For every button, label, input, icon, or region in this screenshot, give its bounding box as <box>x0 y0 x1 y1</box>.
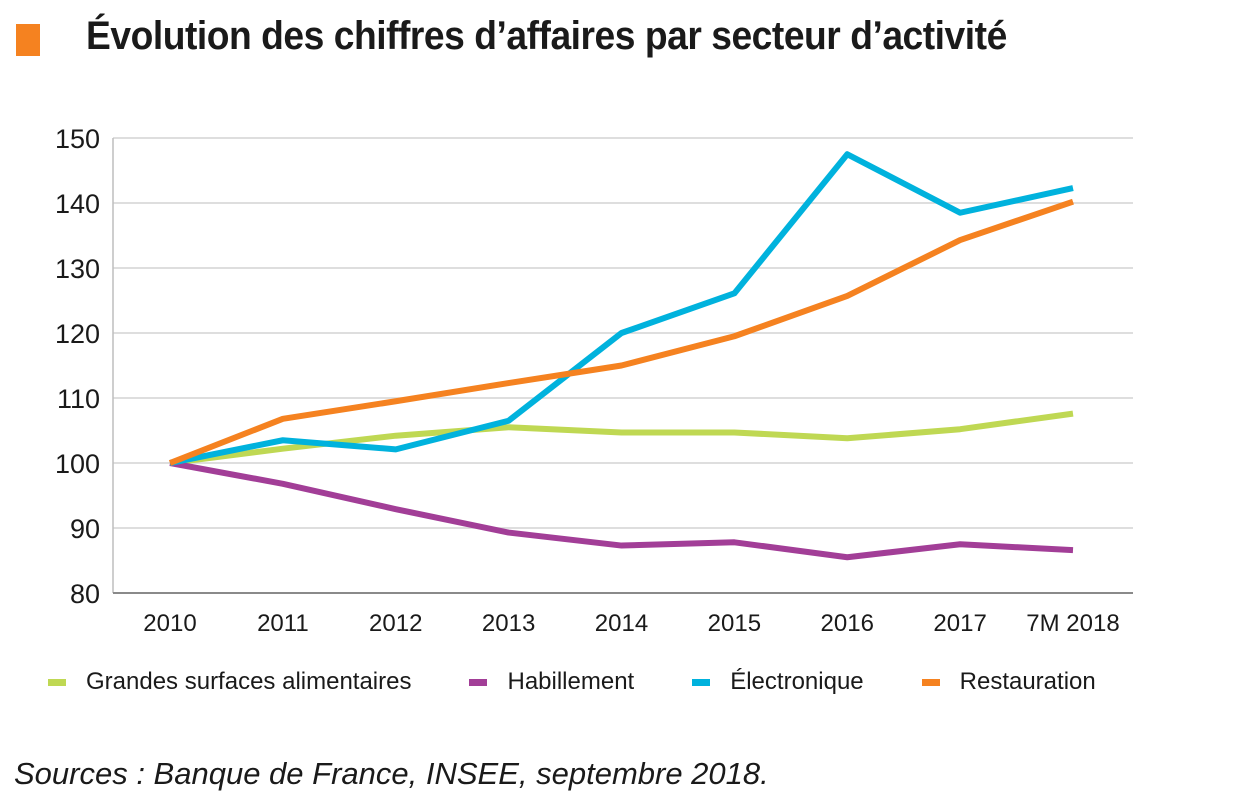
x-tick-label: 2012 <box>369 610 422 637</box>
series-lines <box>168 151 1074 561</box>
y-tick-label: 90 <box>70 514 100 544</box>
series-line-1 <box>169 460 1074 561</box>
series-line-3 <box>168 198 1074 466</box>
axes <box>112 138 1133 594</box>
legend-item-grandes-surfaces: Grandes surfaces alimentaires <box>48 668 411 696</box>
x-tick-label: 2016 <box>821 610 874 637</box>
series-line-2 <box>169 151 1074 466</box>
y-axis-ticks: 80 90 100 110 120 130 140 150 <box>55 124 100 609</box>
chart-title: Évolution des chiffres d’affaires par se… <box>86 14 1007 58</box>
legend-swatch-icon <box>48 678 66 686</box>
y-tick-label: 130 <box>55 254 100 284</box>
legend-label: Restauration <box>959 668 1096 695</box>
x-tick-label: 2010 <box>143 610 196 637</box>
legend-item-electronique: Électronique <box>692 668 864 696</box>
y-tick-label: 140 <box>55 189 100 219</box>
y-tick-label: 120 <box>55 319 100 349</box>
title-marker <box>16 24 40 56</box>
legend-swatch-icon <box>921 678 940 686</box>
x-tick-label: 2013 <box>482 610 535 637</box>
legend-label: Grandes surfaces alimentaires <box>86 668 412 695</box>
legend-item-restauration: Restauration <box>921 668 1096 696</box>
legend: Grandes surfaces alimentaires Habillemen… <box>48 668 1154 696</box>
x-axis-ticks: 2010 2011 2012 2013 2014 2015 2016 2017 7M 2018 <box>143 610 1119 637</box>
y-tick-label: 100 <box>55 449 100 479</box>
y-tick-label: 80 <box>70 579 100 609</box>
legend-item-habillement: Habillement <box>469 668 634 696</box>
x-tick-label: 2011 <box>257 610 309 637</box>
y-tick-label: 110 <box>57 384 100 414</box>
y-tick-label: 150 <box>55 124 100 154</box>
legend-swatch-icon <box>469 678 488 686</box>
x-tick-label: 2014 <box>595 610 648 637</box>
legend-label: Électronique <box>730 668 864 695</box>
series-line-0 <box>169 410 1074 466</box>
legend-label: Habillement <box>507 668 635 695</box>
legend-swatch-icon <box>692 678 711 686</box>
source-note: Sources : Banque de France, INSEE, septe… <box>14 756 769 791</box>
gridlines <box>113 137 1133 529</box>
x-tick-label: 2015 <box>708 610 761 637</box>
x-tick-label: 7M 2018 <box>1026 610 1119 637</box>
x-tick-label: 2017 <box>933 610 986 637</box>
